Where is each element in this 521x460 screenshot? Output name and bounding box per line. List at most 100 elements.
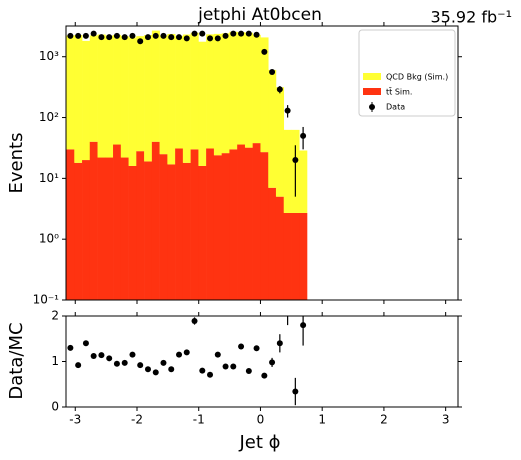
x-tick-label: 3 bbox=[442, 413, 450, 427]
hist-bar bbox=[159, 154, 168, 300]
hist-bar bbox=[113, 34, 122, 145]
x-tick-label: 1 bbox=[318, 413, 326, 427]
y-axis-label: Events bbox=[6, 133, 27, 194]
x-tick-label: -1 bbox=[193, 413, 205, 427]
ratio-point bbox=[261, 372, 268, 379]
hist-bar bbox=[151, 141, 160, 300]
ratio-point bbox=[214, 351, 221, 358]
x-tick-label: -3 bbox=[69, 413, 81, 427]
hist-bar bbox=[136, 36, 145, 152]
legend-label: tt̄ Sim. bbox=[386, 86, 412, 96]
hist-bar bbox=[213, 33, 222, 156]
data-point bbox=[183, 35, 190, 42]
hist-bar bbox=[252, 34, 261, 144]
legend-swatch bbox=[363, 73, 381, 80]
ratio-point bbox=[82, 340, 89, 347]
ratio-point bbox=[292, 388, 299, 395]
hist-bar bbox=[182, 162, 191, 300]
data-point bbox=[269, 69, 276, 76]
ratio-point bbox=[230, 363, 237, 370]
data-point bbox=[121, 34, 128, 41]
hist-bar bbox=[229, 149, 238, 300]
hist-bar bbox=[128, 165, 137, 300]
data-point bbox=[75, 32, 82, 39]
axes-frame bbox=[65, 25, 459, 301]
hist-bar bbox=[244, 32, 253, 148]
ratio-point bbox=[90, 353, 97, 360]
hist-bar bbox=[89, 35, 98, 142]
hist-bar bbox=[120, 36, 129, 158]
ratio-point bbox=[152, 369, 159, 376]
y-tick-label: 10¹ bbox=[39, 171, 59, 185]
data-point bbox=[98, 34, 105, 41]
ratio-point bbox=[199, 367, 206, 374]
data-point bbox=[67, 32, 74, 39]
legend-swatch bbox=[369, 104, 375, 110]
hist-bar bbox=[221, 33, 230, 154]
data-point bbox=[199, 30, 206, 37]
ratio-point bbox=[129, 351, 136, 358]
y-tick-label: 10⁻¹ bbox=[33, 293, 60, 307]
ratio-point bbox=[75, 362, 82, 369]
data-point bbox=[90, 30, 97, 37]
data-point bbox=[144, 34, 151, 41]
data-point bbox=[284, 107, 291, 114]
data-point bbox=[253, 31, 260, 38]
data-point bbox=[129, 32, 136, 39]
x-tick-label: 2 bbox=[380, 413, 388, 427]
ratio-point bbox=[222, 363, 229, 370]
ratio-point bbox=[253, 345, 260, 352]
hist-bar bbox=[105, 157, 114, 300]
legend-label: QCD Bkg (Sim.) bbox=[386, 73, 448, 82]
hist-bar bbox=[275, 196, 285, 300]
data-point bbox=[113, 32, 120, 39]
hist-bar bbox=[144, 35, 153, 162]
hist-bar bbox=[268, 69, 277, 188]
ratio-point bbox=[137, 362, 144, 369]
ratio-point bbox=[207, 371, 214, 378]
data-point bbox=[191, 30, 198, 37]
y-tick-label: 10⁰ bbox=[39, 232, 59, 246]
hist-bar bbox=[175, 36, 184, 149]
hist-bar bbox=[198, 165, 207, 300]
ratio-point bbox=[269, 359, 276, 366]
ratio-point bbox=[113, 360, 120, 367]
hist-bar bbox=[82, 40, 91, 161]
y-tick-label: 10³ bbox=[39, 49, 59, 63]
y-tick-label: 1 bbox=[51, 354, 59, 368]
hist-bar bbox=[206, 34, 215, 149]
data-point bbox=[230, 30, 237, 37]
ratio-point bbox=[168, 366, 175, 373]
hist-bar bbox=[159, 35, 168, 155]
data-point bbox=[168, 34, 175, 41]
plot-area bbox=[67, 316, 307, 406]
data-point bbox=[222, 32, 229, 39]
hist-bar bbox=[299, 212, 308, 300]
hist-bar bbox=[260, 152, 269, 300]
ratio-point bbox=[106, 355, 113, 362]
y-tick-label: 2 bbox=[51, 309, 59, 323]
ratio-point bbox=[276, 340, 283, 347]
data-point bbox=[276, 86, 283, 93]
hist-bar bbox=[260, 37, 269, 153]
hist-bar bbox=[221, 153, 230, 300]
ratio-point bbox=[144, 366, 151, 373]
hist-bar bbox=[283, 129, 292, 213]
data-point bbox=[207, 35, 214, 42]
hist-bar bbox=[244, 147, 253, 300]
ratio-point bbox=[160, 359, 167, 366]
hist-bar bbox=[175, 148, 184, 300]
data-point bbox=[160, 32, 167, 39]
hist-bar bbox=[237, 144, 246, 300]
hist-bar bbox=[237, 32, 246, 145]
hist-bar bbox=[291, 212, 300, 300]
hist-bar bbox=[213, 155, 222, 300]
hist-bar bbox=[128, 37, 137, 166]
legend-label: Data bbox=[386, 103, 405, 112]
x-tick-label: 0 bbox=[257, 413, 265, 427]
hist-bar bbox=[182, 34, 191, 163]
hist-bar bbox=[136, 151, 145, 300]
ratio-axis-label: Data/MC bbox=[6, 322, 27, 399]
legend-swatch bbox=[363, 88, 381, 95]
hist-bar bbox=[190, 149, 199, 300]
